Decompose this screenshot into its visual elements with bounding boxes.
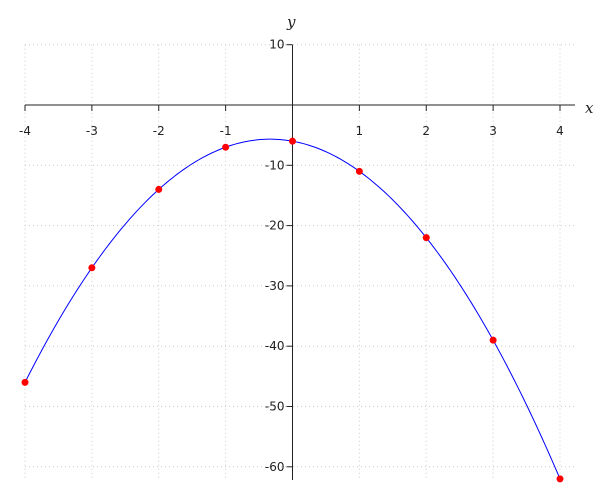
data-point — [556, 475, 564, 483]
data-point — [88, 264, 96, 272]
y-tick-label: -60 — [265, 460, 285, 474]
y-axis-label: y — [286, 13, 296, 31]
x-tick-label: 4 — [556, 124, 564, 138]
y-tick-label: -50 — [265, 400, 285, 414]
y-tick-label: 10 — [269, 38, 284, 52]
data-point — [289, 137, 296, 145]
data-point — [422, 234, 430, 242]
data-point — [21, 378, 29, 386]
x-tick-label: 3 — [489, 124, 497, 138]
y-tick-label: -20 — [265, 219, 285, 233]
axes — [25, 44, 575, 480]
x-tick-label: -2 — [153, 124, 165, 138]
y-tick-label: -40 — [265, 339, 285, 353]
ticks: -4 -3 -2 -1 1 2 3 4 10 -10 -20 -30 -40 -50 -60 — [19, 38, 564, 474]
data-point — [489, 336, 497, 344]
x-tick-label: -4 — [19, 124, 31, 138]
x-axis-label: x — [585, 99, 594, 117]
data-point — [355, 167, 363, 175]
x-tick-label: -3 — [86, 124, 98, 138]
y-tick-label: -10 — [265, 158, 285, 172]
x-tick-label: 2 — [422, 124, 430, 138]
data-point — [222, 143, 230, 151]
data-point — [155, 185, 163, 193]
x-tick-label: 1 — [356, 124, 364, 138]
x-tick-label: -1 — [220, 124, 232, 138]
y-tick-label: -30 — [265, 279, 285, 293]
data-points — [21, 137, 564, 483]
grid — [24, 44, 575, 480]
